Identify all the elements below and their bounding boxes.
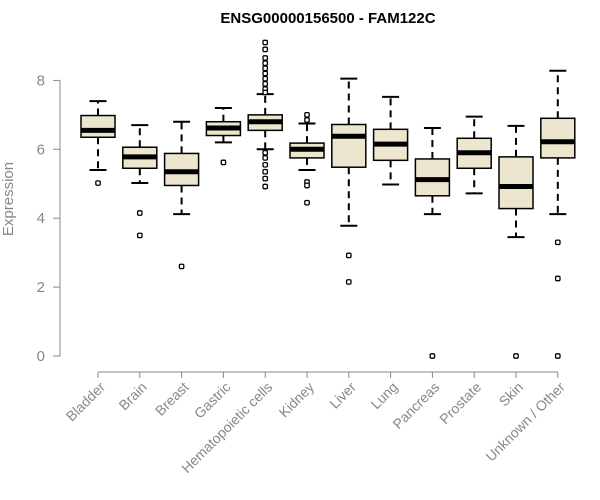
- y-tick-label: 0: [37, 348, 45, 365]
- chart-title: ENSG00000156500 - FAM122C: [220, 10, 435, 27]
- outlier-point: [304, 117, 310, 123]
- x-tick-label: Liver: [326, 379, 359, 412]
- outlier-point: [95, 180, 101, 186]
- outlier-point: [136, 210, 143, 216]
- outlier-point: [262, 80, 269, 87]
- outlier-point: [178, 263, 185, 270]
- outlier-point: [136, 232, 143, 239]
- x-tick-label: Prostate: [436, 379, 484, 427]
- x-tick-label: Bladder: [63, 379, 109, 425]
- plot-area: [80, 39, 576, 359]
- outlier-point: [262, 149, 269, 156]
- outlier-point: [262, 168, 269, 175]
- outlier-point: [220, 159, 227, 166]
- box-group: [331, 77, 367, 285]
- outlier-point: [262, 75, 269, 82]
- outlier-point: [345, 252, 352, 259]
- y-axis: 0 2 4 6 8: [37, 72, 61, 365]
- box-group: [163, 120, 200, 270]
- box-group: [80, 100, 116, 186]
- y-tick-label: 6: [37, 141, 45, 158]
- outlier-point: [345, 279, 352, 285]
- box-group: [540, 69, 576, 359]
- box-group: [289, 112, 325, 206]
- x-tick-label: Unknown / Other: [482, 379, 568, 465]
- outlier-point: [554, 275, 561, 282]
- outlier-point: [262, 55, 269, 61]
- box: [540, 117, 576, 159]
- y-tick-label: 8: [37, 72, 45, 89]
- outlier-point: [554, 353, 561, 359]
- box-group: [456, 115, 492, 195]
- box-group: [414, 126, 451, 359]
- outlier-point: [262, 175, 269, 182]
- outlier-point: [304, 199, 310, 206]
- x-tick-label: Lung: [367, 379, 400, 412]
- outlier-point: [262, 155, 269, 161]
- outlier-point: [262, 70, 269, 77]
- outlier-point: [262, 60, 269, 67]
- y-axis-label: Expression: [0, 162, 17, 236]
- outlier-point: [262, 65, 269, 72]
- y-tick-label: 4: [37, 210, 45, 227]
- x-tick-label: Skin: [496, 379, 527, 410]
- box: [331, 123, 367, 168]
- box-group: [247, 39, 283, 190]
- outlier-point: [304, 182, 310, 189]
- box: [498, 156, 534, 210]
- outlier-point: [513, 353, 519, 359]
- box: [80, 114, 116, 138]
- box-group: [205, 106, 242, 166]
- outlier-point: [262, 39, 269, 46]
- box-group: [498, 124, 534, 359]
- y-tick-label: 2: [37, 279, 45, 296]
- outlier-point: [554, 239, 561, 246]
- outlier-point: [262, 89, 269, 96]
- x-tick-label: Brain: [115, 379, 149, 413]
- outlier-point: [262, 161, 269, 168]
- x-tick-label: Breast: [152, 379, 192, 419]
- outlier-point: [262, 46, 269, 53]
- x-tick-label: Kidney: [276, 379, 318, 421]
- outlier-point: [262, 183, 269, 190]
- outlier-point: [304, 112, 310, 118]
- box-group: [372, 95, 409, 186]
- outlier-point: [429, 353, 436, 359]
- box-group: [122, 124, 158, 239]
